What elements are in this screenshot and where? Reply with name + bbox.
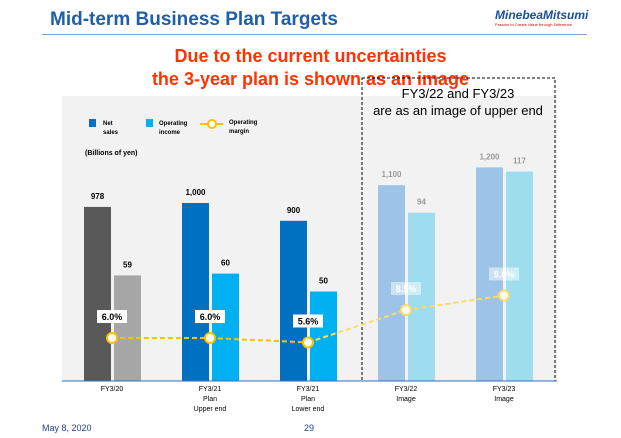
operating-income-bar (212, 273, 239, 381)
operating-margin-value: 5.6% (298, 316, 319, 326)
operating-margin-marker (498, 289, 510, 302)
legend-op-label2: income (159, 130, 181, 136)
legend-margin-label: Operating (229, 120, 258, 126)
page-number: 29 (304, 423, 315, 433)
net-sales-value: 1,100 (381, 170, 402, 179)
annotation-line2: are as an image of upper end (373, 103, 543, 118)
net-sales-bar (182, 203, 209, 381)
footer-date: May 8, 2020 (42, 423, 92, 433)
operating-income-bar (114, 275, 141, 381)
net-sales-bar (280, 220, 307, 381)
category-label: FY3/20 (101, 386, 124, 393)
operating-margin-label-box (391, 282, 421, 295)
company-logo: MinebeaMitsumi (495, 8, 589, 22)
operating-margin-line (405, 294, 505, 311)
subtitle-line1: Due to the current uncertainties (174, 46, 447, 66)
unit-label: (Billions of yen) (85, 150, 138, 157)
operating-margin-marker (204, 332, 216, 344)
legend-margin-marker (207, 119, 217, 129)
net-sales-value: 1,000 (185, 188, 206, 197)
category-label: Plan (203, 396, 217, 403)
category-label: Plan (301, 396, 315, 403)
operating-margin-marker (106, 332, 118, 344)
operating-margin-line (209, 337, 309, 344)
operating-margin-line (307, 309, 407, 344)
net-sales-bar (84, 206, 111, 381)
annotation-line1: FY3/22 and FY3/23 (402, 86, 515, 101)
page-title: Mid-term Business Plan Targets (50, 9, 338, 30)
operating-income-bar (310, 291, 337, 381)
legend-net-swatch (89, 119, 96, 127)
net-sales-value: 900 (287, 206, 301, 215)
operating-margin-value: 8.5% (396, 284, 417, 294)
category-label: Upper end (194, 406, 227, 413)
operating-margin-value: 6.0% (200, 312, 221, 322)
operating-margin-marker (302, 336, 314, 349)
operating-margin-label-box (293, 314, 323, 328)
logo-tagline: Passion to Create Value through Differen… (495, 22, 572, 27)
net-sales-value: 1,200 (479, 152, 500, 161)
category-label: FY3/21 (297, 386, 320, 393)
legend-op-label: Operating (159, 121, 188, 127)
category-label: Image (494, 396, 514, 403)
operating-margin-label-box (195, 310, 225, 323)
operating-margin-value: 6.0% (102, 312, 123, 322)
operating-income-value: 50 (319, 277, 328, 286)
header-divider (42, 34, 587, 35)
plot-background (62, 96, 557, 381)
operating-margin-label-box (489, 267, 519, 281)
category-label: Image (396, 396, 416, 403)
operating-income-value: 60 (221, 259, 230, 268)
operating-income-value: 94 (417, 198, 426, 207)
operating-margin-label-box (97, 310, 127, 323)
legend-margin-label2: margin (229, 129, 249, 135)
category-label: FY3/21 (199, 386, 222, 393)
category-label: FY3/22 (395, 386, 418, 393)
legend-op-swatch (146, 119, 153, 127)
category-label: Lower end (292, 406, 325, 413)
operating-margin-marker (400, 304, 412, 316)
operating-income-bar (408, 212, 435, 381)
operating-income-value: 117 (513, 157, 526, 166)
category-label: FY3/23 (493, 386, 516, 393)
operating-margin-value: 9.8% (494, 269, 515, 279)
legend-net-label2: sales (103, 130, 119, 136)
operating-income-value: 59 (123, 260, 132, 269)
net-sales-value: 978 (91, 192, 105, 201)
subtitle-line2: the 3-year plan is shown as an image (151, 69, 470, 89)
legend-net-label: Net (103, 121, 113, 127)
